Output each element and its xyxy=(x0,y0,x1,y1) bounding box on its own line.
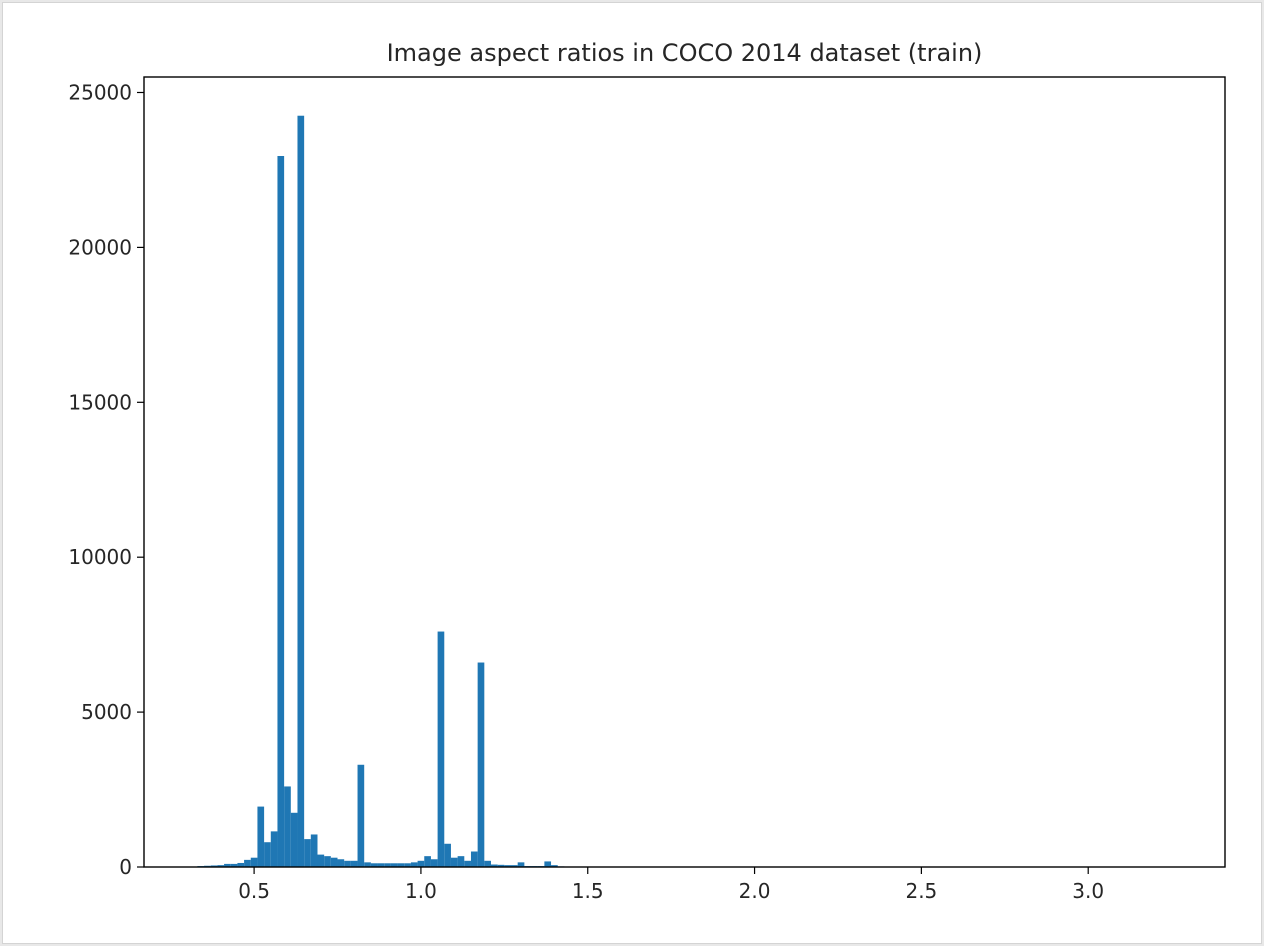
histogram-bar xyxy=(424,856,431,867)
histogram-bar xyxy=(551,865,558,867)
histogram-bar xyxy=(410,862,418,867)
histogram-bar xyxy=(497,864,505,867)
y-tick-label: 25000 xyxy=(68,80,132,104)
histogram-bar xyxy=(237,862,245,867)
histogram-bar xyxy=(350,860,358,867)
histogram-bar xyxy=(324,856,331,867)
histogram-bar xyxy=(397,863,405,867)
histogram-bar xyxy=(364,862,371,867)
x-tick-label: 1.0 xyxy=(405,879,437,903)
x-tick-label: 3.0 xyxy=(1072,879,1104,903)
bars-layer xyxy=(197,115,1205,868)
histogram-bar xyxy=(290,812,298,867)
histogram-bar xyxy=(390,863,398,867)
histogram-bar xyxy=(464,860,471,867)
ticks-layer: 0.5 1.0 1.5 2.0 2.5 3.0 0 5000 10000 15000 20000 25… xyxy=(68,80,1104,903)
chart-title: Image aspect ratios in COCO 2014 dataset… xyxy=(387,39,983,67)
x-tick-label: 0.5 xyxy=(238,879,270,903)
histogram-bar xyxy=(404,863,411,867)
histogram-bar xyxy=(317,854,325,867)
histogram-bar xyxy=(511,865,518,867)
plot-frame xyxy=(143,76,1226,868)
histogram-bar xyxy=(377,863,385,867)
y-tick-label: 0 xyxy=(119,855,132,879)
histogram-bar xyxy=(477,662,485,867)
histogram-bar xyxy=(330,857,338,867)
histogram-bar xyxy=(217,865,225,867)
histogram-bar xyxy=(470,851,478,867)
histogram-bar xyxy=(230,863,238,867)
histogram-bar xyxy=(250,857,258,867)
histogram-bar xyxy=(244,859,251,867)
histogram-bar xyxy=(457,856,465,867)
y-tick-label: 10000 xyxy=(68,545,132,569)
histogram-bar xyxy=(490,864,498,867)
histogram-bar xyxy=(284,786,291,867)
histogram-bar xyxy=(444,843,451,867)
histogram-bar xyxy=(297,115,305,868)
x-tick-label: 2.5 xyxy=(905,879,937,903)
x-tick-label: 1.5 xyxy=(572,879,604,903)
histogram-bar xyxy=(370,863,378,867)
histogram-bar xyxy=(384,863,391,867)
histogram-bar xyxy=(504,865,512,867)
y-tick-label: 5000 xyxy=(81,700,132,724)
histogram-bar xyxy=(430,859,438,867)
histogram-bar xyxy=(450,857,458,867)
histogram-bar xyxy=(304,839,311,867)
histogram-bar xyxy=(437,631,445,867)
histogram-bar xyxy=(544,861,552,867)
histogram-bar xyxy=(337,859,345,867)
histogram-bar xyxy=(517,862,525,867)
histogram-bar xyxy=(224,863,231,867)
histogram-bar xyxy=(417,860,425,867)
histogram-bar xyxy=(310,834,318,867)
histogram-bar xyxy=(270,831,278,867)
y-tick-label: 20000 xyxy=(68,235,132,259)
x-tick-label: 2.0 xyxy=(739,879,771,903)
histogram-bar xyxy=(257,806,265,867)
histogram-bar xyxy=(210,865,218,867)
histogram-bar xyxy=(264,842,271,867)
histogram-bar xyxy=(357,764,365,867)
chart-svg: 0.5 1.0 1.5 2.0 2.5 3.0 0 5000 10000 15000 20000 25… xyxy=(68,39,1226,903)
histogram-bar xyxy=(344,860,351,867)
histogram-bar xyxy=(484,860,491,867)
histogram-bar xyxy=(277,156,285,867)
y-tick-label: 15000 xyxy=(68,390,132,414)
